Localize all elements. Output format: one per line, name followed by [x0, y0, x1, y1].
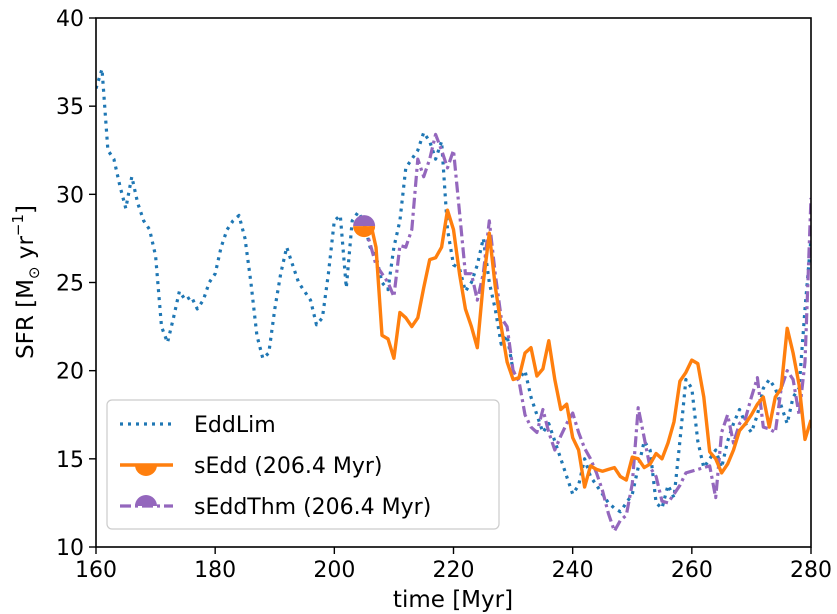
series-layer [96, 67, 811, 533]
series-line-sedd [362, 208, 811, 489]
legend-entry: EddLim [120, 413, 276, 438]
x-tick-label: 160 [75, 558, 117, 583]
legend-marker [135, 495, 157, 506]
x-tick-label: 260 [671, 558, 713, 583]
legend-label: EddLim [194, 413, 276, 438]
branch-marker-sEddThm [353, 215, 376, 227]
y-tick-label: 20 [56, 360, 84, 385]
legend-label: sEddThm (206.4 Myr) [194, 495, 431, 520]
x-tick-label: 180 [194, 558, 236, 583]
legend-marker [135, 465, 157, 476]
y-axis-label: SFR [M⊙ yr−1] [9, 205, 43, 359]
x-axis-label: time [Myr] [393, 587, 513, 613]
branch-marker-sEdd [353, 226, 376, 238]
legend-entry: sEddThm (206.4 Myr) [120, 495, 431, 520]
legend-box [106, 399, 500, 530]
y-tick-label: 30 [56, 183, 84, 208]
x-tick-label: 280 [790, 558, 832, 583]
y-tick-label: 10 [56, 536, 84, 561]
y-tick-label: 15 [56, 448, 84, 473]
axis-layer: 160 180 200 220 240 260 280 10 15 20 25 30 35 40 [56, 7, 832, 583]
x-tick-label: 200 [313, 558, 355, 583]
series-line-eddlim [96, 67, 811, 514]
y-tick-label: 40 [56, 7, 84, 32]
series-line-seddthm [362, 132, 811, 533]
legend-entry: sEdd (206.4 Myr) [120, 454, 382, 479]
legend-label: sEdd (206.4 Myr) [194, 454, 382, 479]
y-tick-label: 35 [56, 95, 84, 120]
y-tick-label: 25 [56, 272, 84, 297]
x-tick-label: 220 [433, 558, 475, 583]
x-tick-label: 240 [552, 558, 594, 583]
legend: EddLim sEdd (206.4 Myr) sEddThm (206.4 Myr… [106, 399, 500, 530]
